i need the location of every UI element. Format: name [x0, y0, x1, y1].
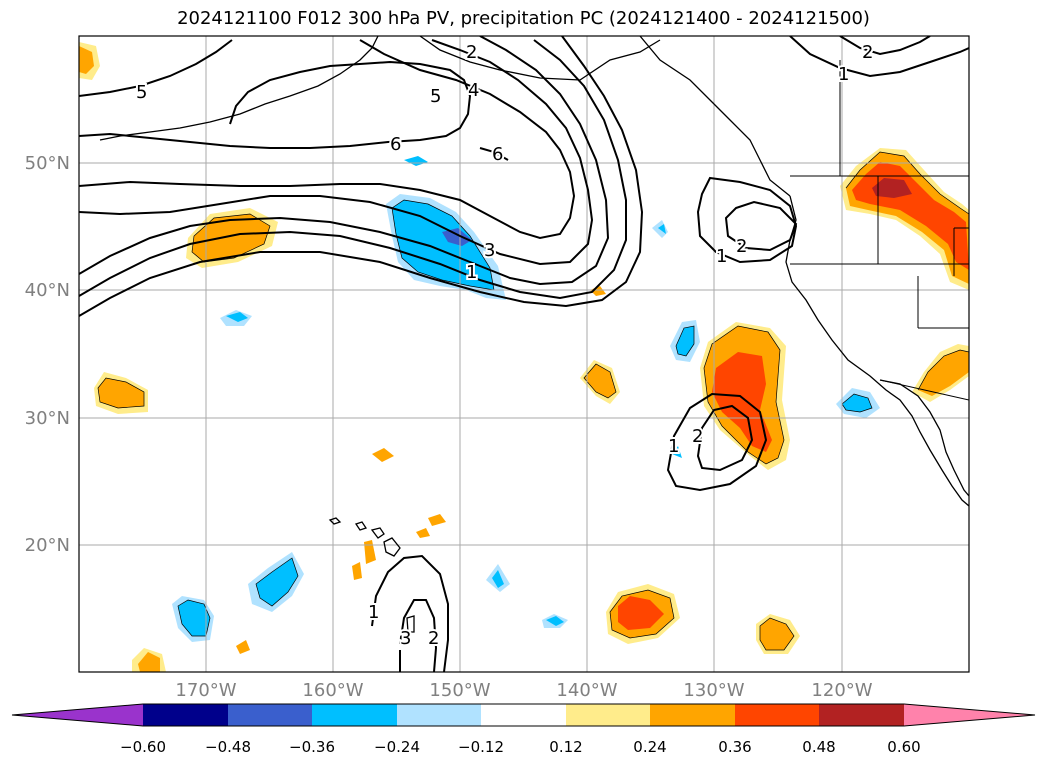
precip-positive-patch — [138, 652, 160, 672]
lon-label: 160°W — [302, 680, 363, 701]
precip-positive-patch — [236, 640, 250, 654]
graticule — [79, 36, 969, 672]
precip-negative-patch — [672, 446, 682, 458]
precip-negative-patch — [658, 224, 666, 234]
longitude-labels: 170°W 160°W 150°W 140°W 130°W 120°W — [175, 680, 872, 701]
pv-contour-label: 2 — [736, 236, 747, 257]
precip-positive-patch — [416, 528, 430, 538]
colorbar-bin — [481, 704, 566, 726]
precip-positive-patch — [618, 596, 664, 630]
pv-contour-label: 1 — [838, 64, 849, 85]
pv-contour-label: 1 — [368, 602, 379, 623]
colorbar-bin — [819, 704, 904, 726]
lon-label: 170°W — [175, 680, 236, 701]
precip-positive-patch — [590, 286, 606, 296]
precip-negative-patch — [442, 228, 472, 246]
precip-positive-patch — [584, 364, 616, 398]
pv-contour-label: 3 — [400, 628, 411, 649]
colorbar-tick-label: 0.12 — [549, 738, 582, 756]
colorbar-extend-left — [12, 704, 143, 726]
lat-label: 40°N — [25, 280, 70, 301]
precip-negative-patch — [492, 570, 504, 588]
colorbar-tick-label: −0.12 — [458, 738, 504, 756]
colorbar-tick-label: 0.48 — [802, 738, 835, 756]
colorbar: −0.60 −0.48 −0.36 −0.24 −0.12 0.12 0.24 … — [11, 703, 1036, 756]
colorbar-tick-label: 0.60 — [887, 738, 920, 756]
pv-contour-label: 1 — [716, 246, 727, 267]
colorbar-tick-label: 0.24 — [633, 738, 666, 756]
lon-label: 150°W — [429, 680, 490, 701]
precip-negative-patch — [842, 394, 872, 412]
colorbar-bin — [312, 704, 397, 726]
map-title: 2024121100 F012 300 hPa PV, precipitatio… — [177, 8, 870, 29]
lat-label: 30°N — [25, 408, 70, 429]
pv-contour-label: 2 — [466, 42, 477, 63]
colorbar-bin — [143, 704, 228, 726]
colorbar-tick-label: −0.36 — [289, 738, 335, 756]
precip-positive-patch — [79, 46, 94, 74]
borders — [790, 60, 969, 401]
precip-negative-patch — [546, 616, 564, 626]
pv-contour-label: 2 — [692, 426, 703, 447]
lat-label: 50°N — [25, 153, 70, 174]
precip-negative-patch — [226, 312, 248, 322]
coastlines — [99, 36, 969, 633]
colorbar-extend-right — [904, 704, 1035, 726]
precip-positive-patch — [760, 618, 794, 650]
lon-label: 120°W — [811, 680, 872, 701]
colorbar-tick-label: 0.36 — [718, 738, 751, 756]
precip-negative-patch — [256, 558, 298, 606]
map-frame — [78, 35, 970, 673]
pv-contour-label: 5 — [136, 82, 147, 103]
precip-positive-patch — [872, 178, 912, 198]
precip-positive-patch — [918, 350, 969, 396]
colorbar-bin — [228, 704, 312, 726]
pv-contour-label: 2 — [862, 42, 873, 63]
lon-label: 130°W — [683, 680, 744, 701]
colorbar-tick-label: −0.48 — [205, 738, 251, 756]
pv-contours — [79, 36, 969, 672]
pv-contour-label: 1 — [668, 436, 679, 457]
latitude-labels: 50°N 40°N 30°N 20°N — [25, 153, 70, 556]
precip-positive-patch — [352, 562, 362, 580]
lat-label: 20°N — [25, 535, 70, 556]
colorbar-bin — [397, 704, 481, 726]
lon-label: 140°W — [556, 680, 617, 701]
pv-contour-label: 1 — [466, 262, 477, 283]
pv-contour-label: 2 — [428, 628, 439, 649]
pv-contour-label: 3 — [484, 240, 495, 261]
pv-contour-label: 4 — [468, 80, 479, 101]
precip-negative-patch — [392, 200, 494, 290]
pv-contour-label: 5 — [430, 86, 441, 107]
precip-positive-patch — [98, 378, 144, 408]
colorbar-tick-labels: −0.60 −0.48 −0.36 −0.24 −0.12 0.12 0.24 … — [120, 738, 921, 756]
precip-negative-patch — [676, 326, 694, 356]
colorbar-tick-label: −0.60 — [120, 738, 166, 756]
pv-contour-label: 6 — [390, 134, 401, 155]
colorbar-bin — [566, 704, 650, 726]
precip-anomaly-layer — [79, 42, 969, 672]
precip-positive-patch — [712, 352, 772, 452]
precip-positive-patch — [372, 448, 394, 462]
precip-negative-patch — [404, 156, 428, 166]
pv-contour-labels: 5 2 4 5 2 1 6 6 3 1 2 1 1 2 1 3 2 — [134, 40, 875, 651]
map-plot-area: 5 2 4 5 2 1 6 6 3 1 2 1 1 2 1 3 2 — [79, 36, 969, 672]
colorbar-tick-label: −0.24 — [374, 738, 420, 756]
pv-contour-label: 6 — [492, 144, 503, 165]
colorbar-bin — [735, 704, 819, 726]
precip-positive-patch — [364, 540, 376, 564]
precip-negative-patch — [178, 600, 210, 636]
colorbar-bin — [650, 704, 735, 726]
precip-positive-patch — [428, 514, 446, 526]
